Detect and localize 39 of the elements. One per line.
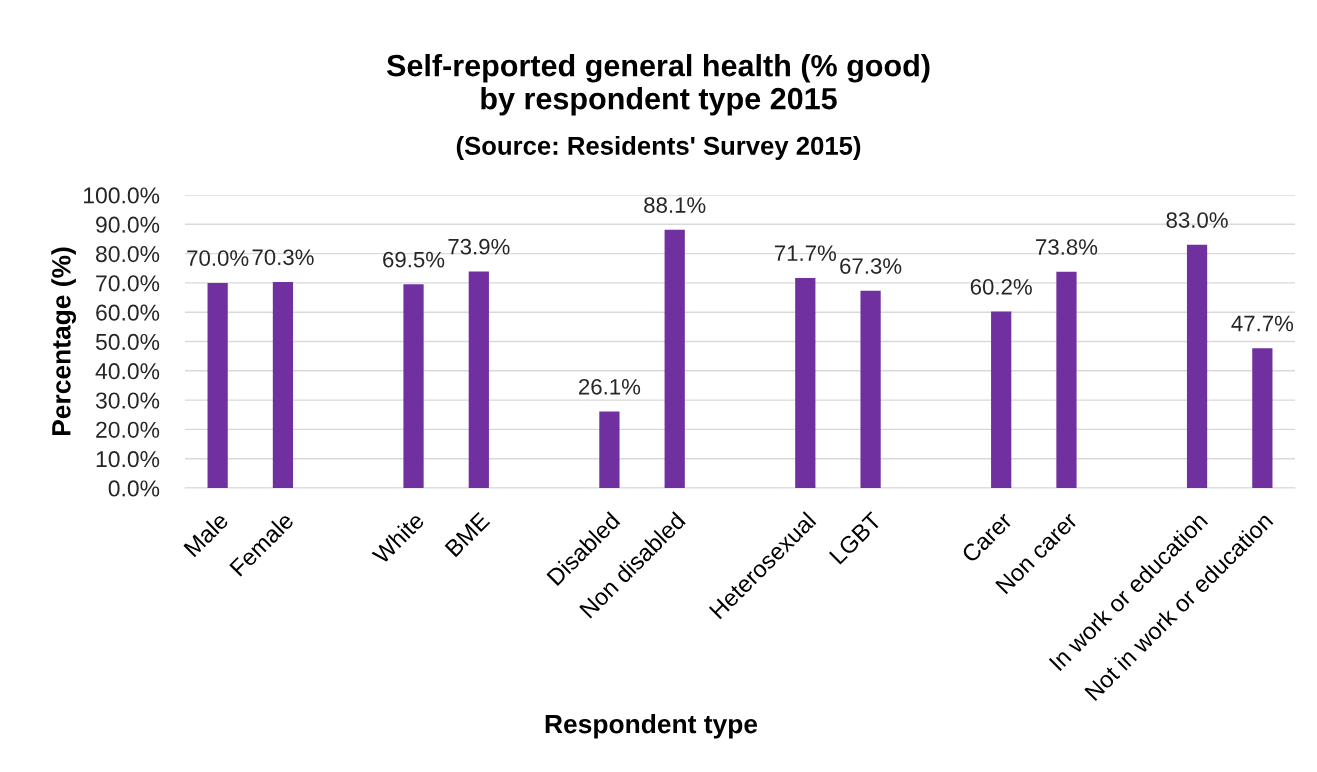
y-tick-label: 20.0% [96,421,160,438]
bar [1186,244,1208,488]
bar [860,290,881,488]
bar [207,282,228,488]
bar [795,277,816,488]
bar [1252,348,1273,488]
data-label: 73.9% [448,238,510,255]
y-tick-label: 60.0% [96,304,160,321]
y-tick-label: 40.0% [95,363,160,380]
bar [599,411,620,488]
chart-title: Self-reported general health (% good) by respondent type 2015 [386,54,930,116]
y-tick-label: 50.0% [95,333,160,351]
y-tick-label: 100.0% [84,187,160,204]
y-tick-label: 10.0% [96,451,160,468]
chart-subtitle: (Source: Residents' Survey 2015) [456,136,861,160]
data-label: 70.3% [252,249,314,266]
bar [468,271,489,488]
y-axis-title: Percentage (%) [51,247,76,436]
bar [1056,271,1077,488]
y-tick-label: 0.0% [108,480,160,497]
data-label: 60.2% [970,278,1032,295]
data-label: 69.5% [383,251,445,268]
data-label: 71.7% [774,245,837,261]
y-tick-label: 70.0% [96,275,160,292]
data-label: 88.1% [644,197,706,213]
data-label: 73.8% [1036,239,1098,255]
y-tick-label: 80.0% [96,245,160,263]
bar [272,282,294,488]
data-label: 83.0% [1166,212,1228,228]
bar [664,229,685,488]
y-tick-label: 30.0% [95,392,160,409]
y-tick-label: 90.0% [96,216,160,233]
data-label: 47.7% [1231,315,1294,332]
data-label: 67.3% [840,258,902,274]
bar [403,284,424,488]
data-label: 70.0% [187,250,249,267]
x-axis-title: Respondent type [545,714,758,739]
bar [991,311,1012,488]
data-label: 26.1% [579,378,641,395]
